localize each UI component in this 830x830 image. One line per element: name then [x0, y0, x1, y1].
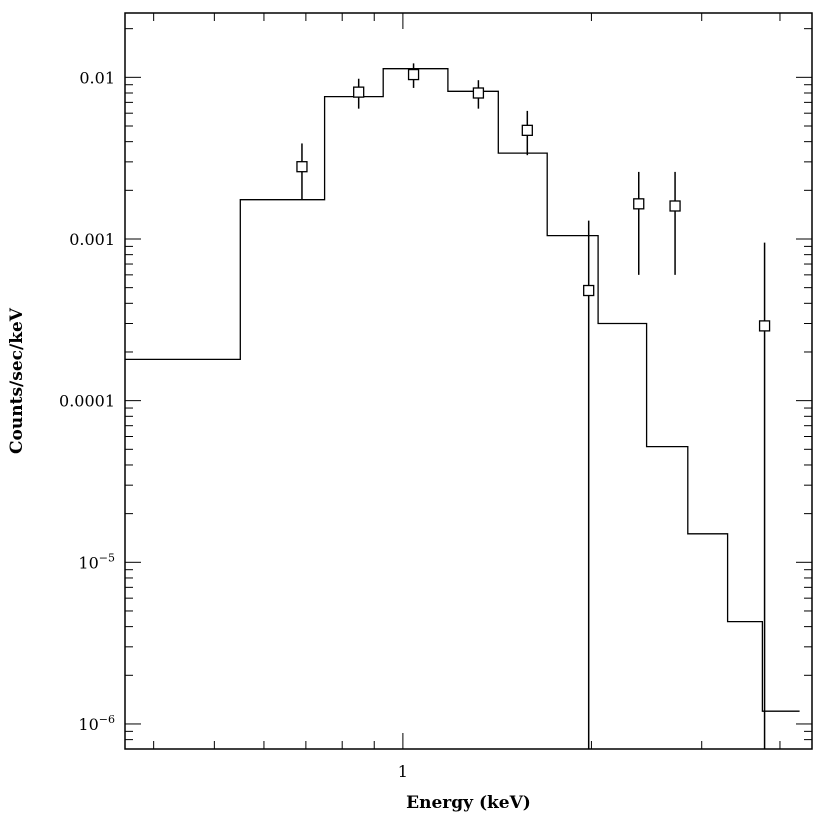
- y-tick-label: 0.0001: [59, 392, 115, 411]
- y-tick-label: 10−5: [78, 551, 115, 572]
- data-point-marker: [669, 200, 681, 212]
- data-point-marker: [633, 198, 645, 210]
- data-point-marker: [521, 124, 533, 136]
- y-tick-label: 0.001: [69, 230, 115, 249]
- model-step-line: [125, 68, 800, 712]
- data-points: [296, 63, 771, 749]
- x-axis-title: Energy (keV): [406, 793, 531, 813]
- data-point-marker: [407, 68, 420, 81]
- data-point-marker: [758, 320, 771, 332]
- x-tick-labels: 1: [398, 762, 408, 781]
- y-tick-labels: 0.01 0.001 0.0001 10−5 10−6: [59, 68, 115, 734]
- x-tick-label: 1: [398, 762, 408, 781]
- data-point-marker: [353, 86, 365, 98]
- y-axis-title: Counts/sec/keV: [7, 307, 27, 454]
- y-tick-label: 10−6: [78, 713, 115, 734]
- data-point-marker: [472, 87, 485, 99]
- y-tick-label: 0.01: [79, 68, 115, 87]
- tick-marks: [125, 13, 812, 750]
- model-step-curve: [125, 68, 800, 712]
- plot-frame: [124, 12, 813, 750]
- data-point-marker: [296, 161, 308, 173]
- data-point-marker: [583, 284, 595, 297]
